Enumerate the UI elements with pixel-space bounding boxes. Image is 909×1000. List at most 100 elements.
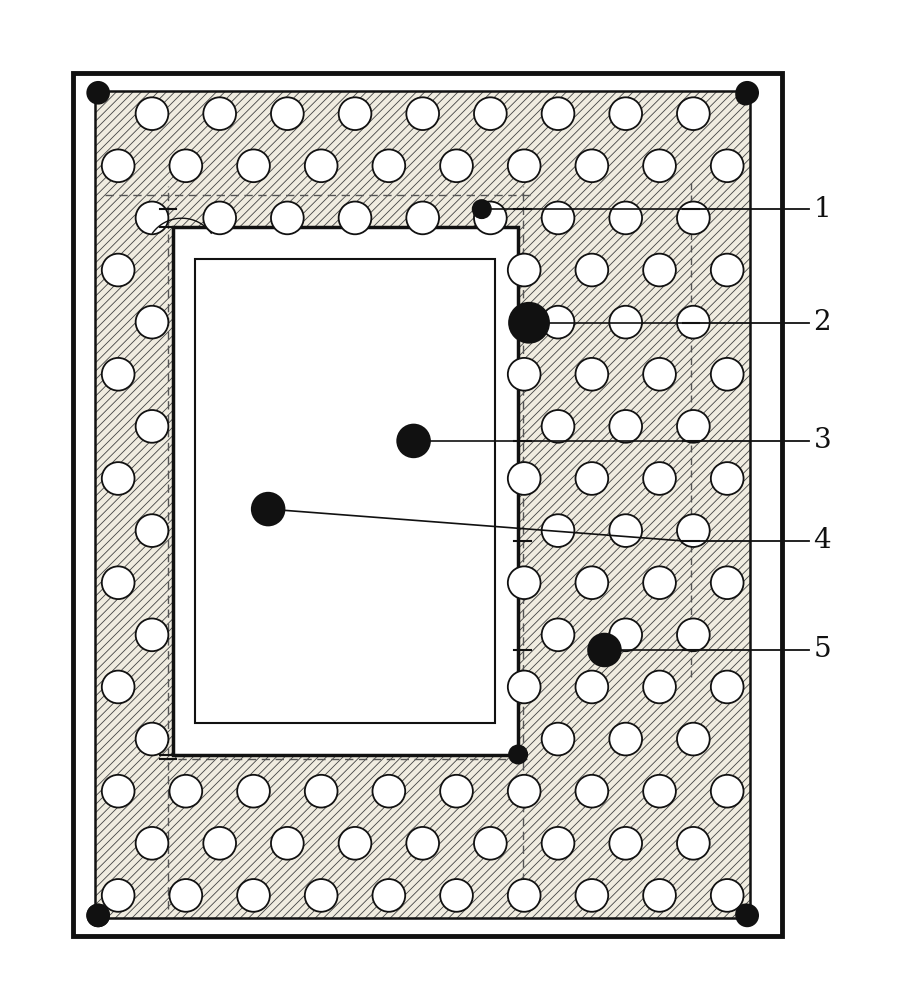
Circle shape [102, 462, 135, 495]
Circle shape [677, 97, 710, 130]
Text: 5: 5 [814, 636, 831, 663]
Circle shape [711, 671, 744, 703]
Circle shape [644, 879, 676, 912]
Circle shape [588, 634, 621, 666]
Circle shape [575, 254, 608, 286]
Circle shape [711, 879, 744, 912]
Circle shape [509, 745, 527, 764]
Circle shape [305, 775, 337, 808]
Circle shape [677, 618, 710, 651]
Circle shape [473, 200, 491, 218]
Text: 4: 4 [814, 527, 831, 554]
Circle shape [252, 493, 285, 525]
Circle shape [339, 202, 372, 234]
Circle shape [135, 410, 168, 443]
Circle shape [542, 306, 574, 339]
Bar [95, 91, 750, 918]
Circle shape [711, 149, 744, 182]
Circle shape [736, 905, 758, 926]
Circle shape [609, 827, 642, 860]
Circle shape [508, 566, 541, 599]
Text: 2: 2 [814, 309, 831, 336]
Circle shape [711, 566, 744, 599]
Circle shape [440, 775, 473, 808]
Circle shape [644, 671, 676, 703]
Circle shape [373, 879, 405, 912]
Circle shape [711, 462, 744, 495]
Circle shape [237, 879, 270, 912]
Circle shape [736, 905, 754, 923]
Circle shape [644, 462, 676, 495]
Circle shape [508, 775, 541, 808]
Circle shape [644, 775, 676, 808]
Circle shape [508, 462, 541, 495]
Circle shape [542, 618, 574, 651]
Circle shape [575, 566, 608, 599]
Circle shape [204, 97, 236, 130]
Circle shape [542, 514, 574, 547]
Circle shape [677, 514, 710, 547]
Circle shape [677, 723, 710, 755]
Circle shape [644, 149, 676, 182]
Circle shape [474, 97, 506, 130]
Circle shape [373, 149, 405, 182]
Circle shape [575, 462, 608, 495]
Circle shape [406, 827, 439, 860]
Circle shape [711, 358, 744, 391]
Circle shape [102, 775, 135, 808]
Bar [195, 259, 495, 723]
Circle shape [542, 97, 574, 130]
Circle shape [440, 149, 473, 182]
Circle shape [609, 202, 642, 234]
Circle shape [644, 566, 676, 599]
Circle shape [609, 618, 642, 651]
Circle shape [711, 775, 744, 808]
Circle shape [135, 723, 168, 755]
Circle shape [508, 671, 541, 703]
Circle shape [575, 149, 608, 182]
Circle shape [169, 775, 202, 808]
Circle shape [575, 671, 608, 703]
Circle shape [339, 827, 372, 860]
Circle shape [508, 358, 541, 391]
Circle shape [237, 775, 270, 808]
Circle shape [677, 306, 710, 339]
Circle shape [102, 149, 135, 182]
Circle shape [508, 879, 541, 912]
Circle shape [677, 827, 710, 860]
Circle shape [339, 97, 372, 130]
Circle shape [305, 149, 337, 182]
Circle shape [542, 410, 574, 443]
Circle shape [102, 254, 135, 286]
Circle shape [135, 202, 168, 234]
Circle shape [542, 723, 574, 755]
Circle shape [575, 775, 608, 808]
Circle shape [397, 425, 430, 457]
Circle shape [102, 879, 135, 912]
Circle shape [135, 514, 168, 547]
Circle shape [644, 254, 676, 286]
Circle shape [87, 905, 109, 926]
Circle shape [135, 618, 168, 651]
Circle shape [406, 97, 439, 130]
Circle shape [609, 97, 642, 130]
Circle shape [677, 202, 710, 234]
Circle shape [609, 410, 642, 443]
Circle shape [542, 202, 574, 234]
Circle shape [542, 827, 574, 860]
Circle shape [736, 82, 758, 104]
Bar [173, 227, 518, 755]
Circle shape [169, 149, 202, 182]
Circle shape [169, 879, 202, 912]
Circle shape [609, 306, 642, 339]
Circle shape [135, 306, 168, 339]
Circle shape [609, 723, 642, 755]
Circle shape [135, 97, 168, 130]
Circle shape [440, 879, 473, 912]
Circle shape [736, 86, 754, 105]
Circle shape [373, 775, 405, 808]
Circle shape [237, 149, 270, 182]
Circle shape [87, 905, 109, 926]
Circle shape [508, 254, 541, 286]
Circle shape [135, 827, 168, 860]
